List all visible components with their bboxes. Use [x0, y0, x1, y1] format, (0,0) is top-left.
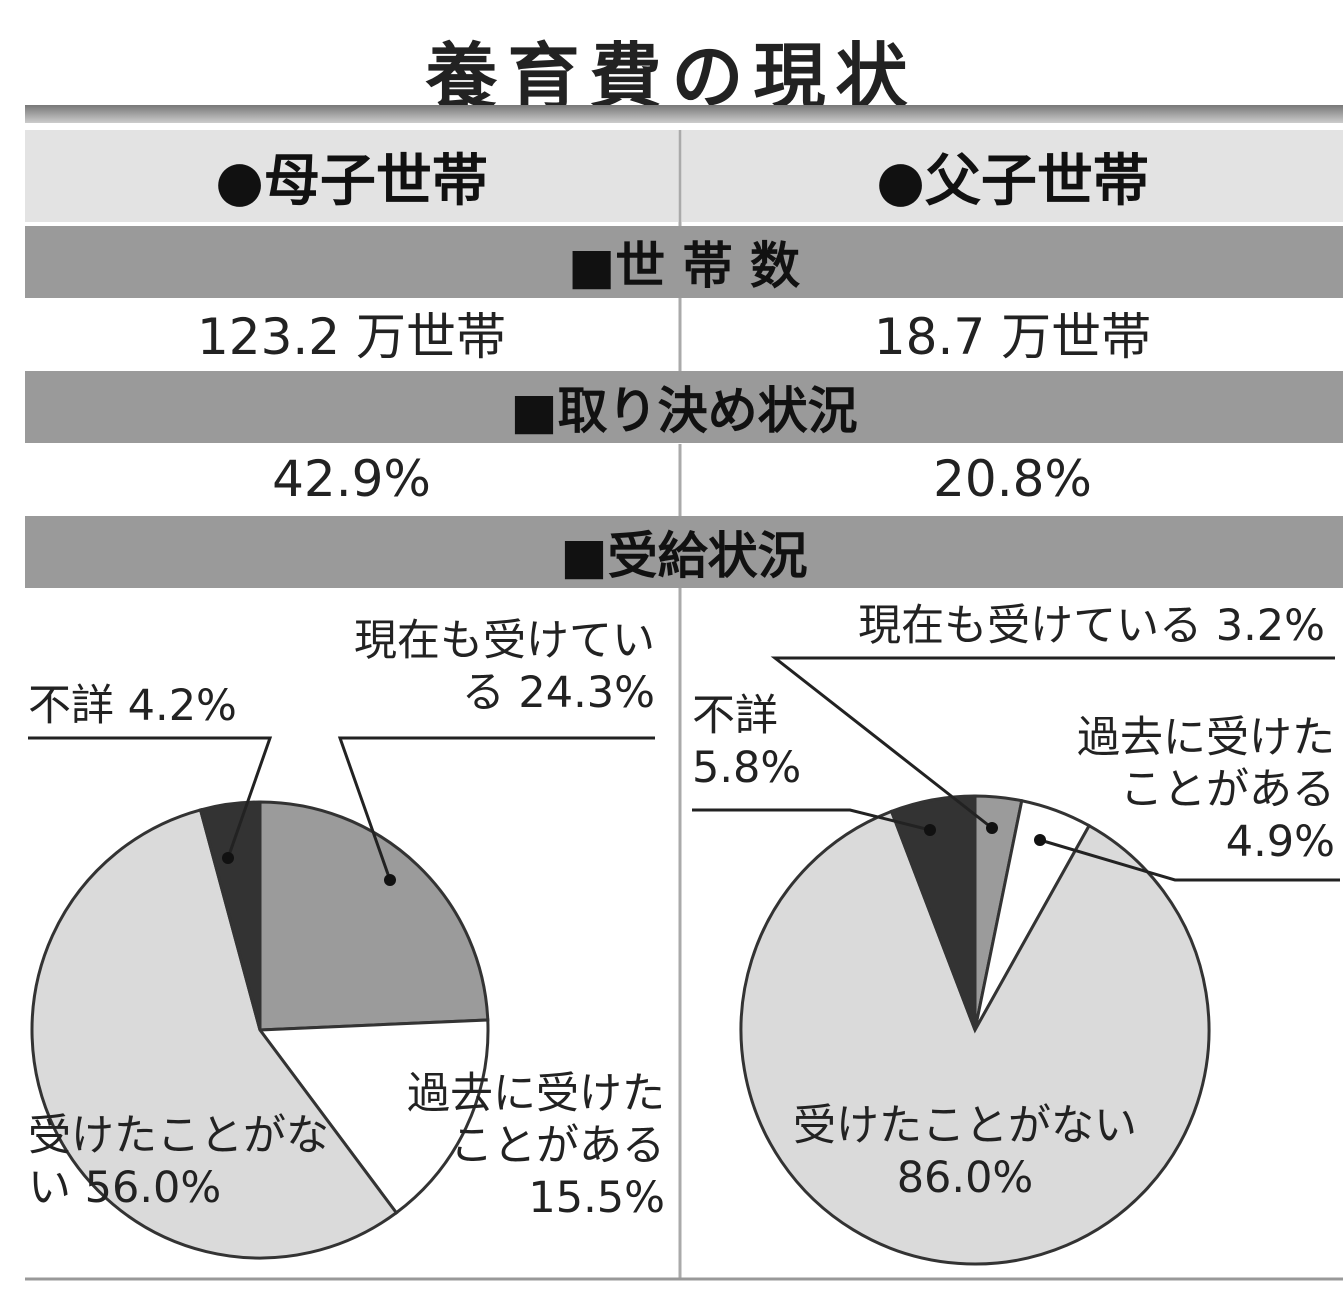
section-bar: ■世 帯 数	[25, 226, 1343, 298]
value-cell: 42.9%	[272, 450, 431, 508]
category-name: 現在も受けている	[354, 616, 655, 718]
leader-line	[1039, 838, 1340, 882]
value-label: 3.2%	[1215, 601, 1325, 651]
pie-slice	[889, 794, 977, 1031]
category-name: 受けたことがない	[28, 1111, 329, 1213]
value-label: 4.9%	[1225, 817, 1335, 867]
slice-label: 過去に受けたことがある 4.9%	[1035, 712, 1335, 868]
column-header: ●母子世帯	[25, 130, 678, 222]
category-name: 不詳	[28, 681, 114, 731]
leader-dot	[924, 824, 936, 836]
slice-label: 過去に受けたことがある 15.5%	[365, 1068, 665, 1224]
slice-label: 現在も受けている 24.3%	[335, 615, 655, 719]
category-name: 過去に受けたことがある	[407, 1069, 665, 1171]
slice-label: 受けたことがない 56.0%	[28, 1110, 358, 1214]
value-label: 15.5%	[528, 1173, 665, 1223]
category-name: 現在も受けている	[858, 601, 1203, 651]
value-cell: 20.8%	[933, 450, 1092, 508]
value-cell: 18.7 万世帯	[873, 308, 1152, 366]
leader-dot	[1034, 834, 1046, 846]
leader-dot	[384, 874, 396, 886]
leader-line	[770, 656, 1335, 830]
section-bar: ■取り決め状況	[25, 371, 1343, 443]
pie-slice	[30, 808, 399, 1260]
value-cell: 123.2 万世帯	[196, 308, 507, 366]
leader-dot	[986, 822, 998, 834]
leader-line	[337, 736, 655, 881]
leader-line	[692, 808, 931, 832]
value-label: 4.2%	[127, 681, 237, 731]
pie-slice	[257, 1018, 490, 1215]
title-rule	[25, 105, 1343, 123]
leader-line	[28, 736, 273, 859]
pie-slice	[198, 800, 262, 1031]
leader-dot	[222, 852, 234, 864]
value-label: 24.3%	[518, 668, 655, 718]
section-bar: ■受給状況	[25, 516, 1343, 588]
value-label: 5.8%	[692, 743, 802, 793]
value-label: 56.0%	[84, 1163, 222, 1213]
pie-slice	[739, 809, 1211, 1266]
slice-label: 現在も受けている 3.2%	[725, 600, 1325, 652]
slice-label: 不詳 5.8%	[692, 690, 832, 794]
column-header: ●父子世帯	[682, 130, 1343, 222]
category-name: 受けたことがない	[793, 1101, 1137, 1151]
slice-label: 不詳 4.2%	[28, 680, 288, 732]
slice-label: 受けたことがない 86.0%	[745, 1100, 1185, 1204]
category-name: 不詳	[692, 691, 778, 741]
value-label: 86.0%	[896, 1153, 1034, 1203]
pie-slice	[258, 800, 490, 1032]
category-name: 過去に受けたことがある	[1077, 713, 1335, 815]
